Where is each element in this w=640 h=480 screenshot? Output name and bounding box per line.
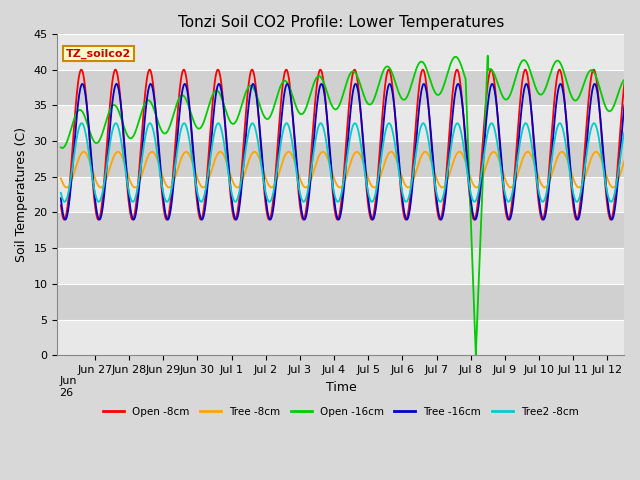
Bar <box>58 248 625 284</box>
Bar <box>58 284 625 320</box>
Y-axis label: Soil Temperatures (C): Soil Temperatures (C) <box>15 127 28 262</box>
Bar <box>58 105 625 141</box>
X-axis label: Time: Time <box>326 381 356 394</box>
Bar <box>58 141 625 177</box>
Title: Tonzi Soil CO2 Profile: Lower Temperatures: Tonzi Soil CO2 Profile: Lower Temperatur… <box>178 15 504 30</box>
Legend: Open -8cm, Tree -8cm, Open -16cm, Tree -16cm, Tree2 -8cm: Open -8cm, Tree -8cm, Open -16cm, Tree -… <box>99 402 583 421</box>
Bar <box>58 213 625 248</box>
Bar <box>58 320 625 355</box>
Text: TZ_soilco2: TZ_soilco2 <box>66 48 131 59</box>
Text: Jun
26: Jun 26 <box>59 376 77 398</box>
Bar <box>58 34 625 70</box>
Bar <box>58 70 625 105</box>
Bar <box>58 177 625 213</box>
